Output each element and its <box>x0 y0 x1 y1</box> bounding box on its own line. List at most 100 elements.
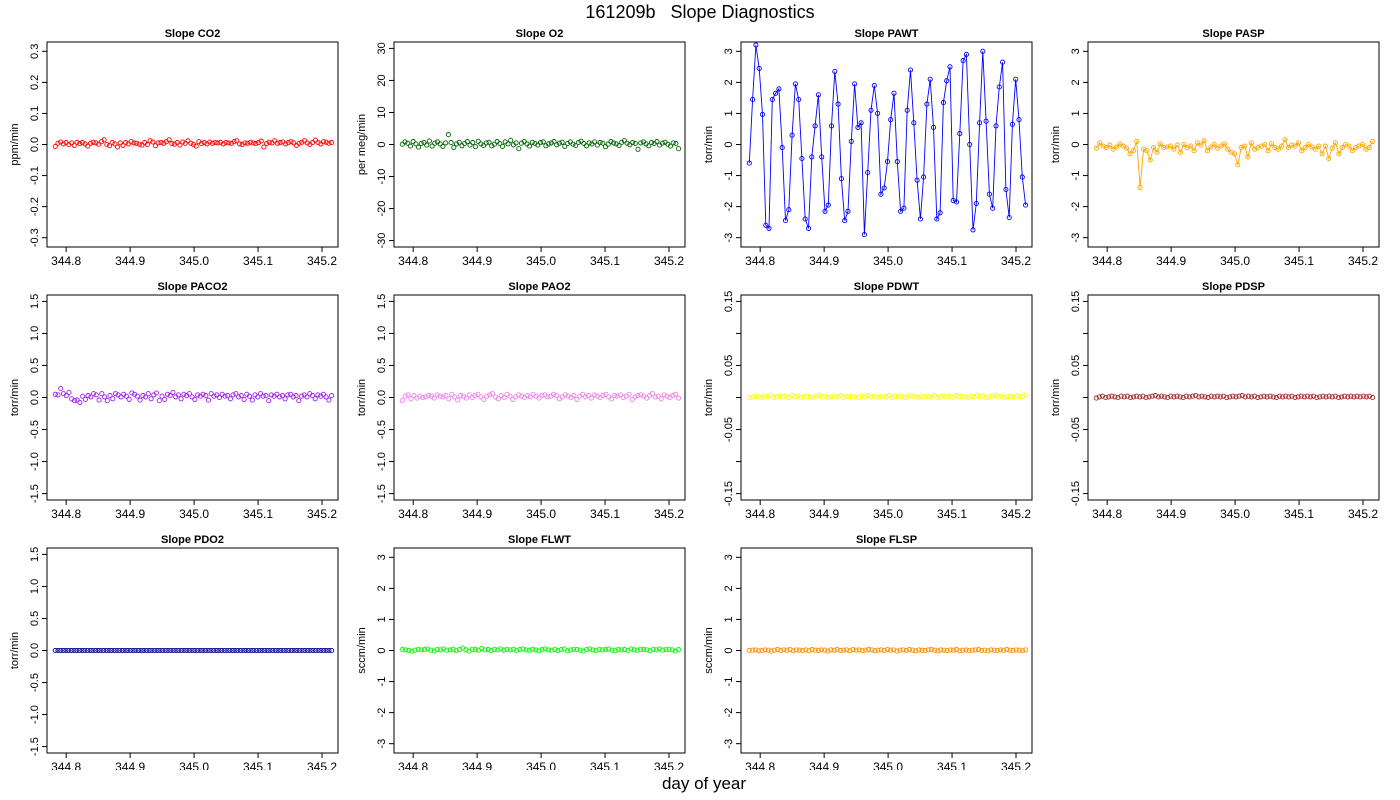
data-point <box>1225 146 1231 152</box>
data-point <box>973 200 979 207</box>
data-point <box>822 647 828 653</box>
data-point <box>472 393 478 399</box>
data-point <box>304 647 311 654</box>
data-point <box>621 138 627 144</box>
plot-frame <box>393 294 686 501</box>
data-point <box>676 395 682 401</box>
data-point <box>457 393 464 399</box>
data-point <box>1131 394 1137 400</box>
data-point <box>156 398 162 404</box>
data-point <box>1311 393 1317 399</box>
data-point <box>296 140 302 146</box>
data-point <box>1013 76 1019 82</box>
data-point <box>907 393 913 399</box>
data-point <box>205 397 212 403</box>
data-point <box>1320 393 1326 399</box>
data-point <box>459 143 465 149</box>
data-point <box>1177 149 1184 155</box>
data-point <box>415 646 421 652</box>
y-tick-label: -0.05 <box>1070 417 1082 442</box>
data-point <box>1193 393 1199 399</box>
data-point <box>556 140 562 146</box>
data-point <box>487 392 493 398</box>
data-point <box>991 647 997 653</box>
data-point <box>812 123 818 129</box>
data-point <box>479 646 485 652</box>
data-point <box>632 140 638 147</box>
data-point <box>1273 394 1279 401</box>
data-point <box>516 392 522 398</box>
data-point <box>93 647 99 654</box>
data-point <box>914 177 920 183</box>
data-point <box>573 142 579 149</box>
data-point <box>133 647 139 654</box>
data-point <box>233 391 239 397</box>
data-point <box>323 139 329 145</box>
data-point <box>1268 141 1275 147</box>
panel-slope-pdo2: Slope PDO2 torr/min -1.5 -1.0 -0.5 0.0 0.5 1.0 1… <box>9 534 339 770</box>
data-point <box>216 647 222 654</box>
data-point <box>253 141 259 147</box>
y-tick-label: 2 <box>723 585 735 591</box>
y-tick-label: 20 <box>376 74 388 86</box>
data-point <box>88 394 94 400</box>
data-point <box>656 646 663 652</box>
data-point <box>184 647 190 654</box>
data-point <box>916 647 922 653</box>
data-point <box>1147 157 1153 163</box>
data-point <box>1286 394 1292 400</box>
data-point <box>1019 648 1026 654</box>
data-point <box>93 140 99 146</box>
data-point <box>1217 394 1224 400</box>
data-point <box>546 141 552 147</box>
y-axis-label: torr/min <box>9 632 21 669</box>
y-tick-label: -1.0 <box>376 452 388 471</box>
panel-slope-pao2: Slope PAO2 torr/min -1.5 -1.0 -0.5 0.0 0.5 1.0 1… <box>356 281 686 521</box>
data-point <box>947 393 953 399</box>
data-point <box>614 393 621 399</box>
data-point <box>288 139 294 145</box>
data-point <box>1285 145 1291 151</box>
data-point <box>214 392 220 398</box>
data-point <box>131 140 137 146</box>
data-point <box>1109 393 1115 399</box>
y-tick-label: -0.3 <box>29 228 41 247</box>
data-point <box>658 396 664 402</box>
x-tick-label: 345.2 <box>1348 507 1378 521</box>
data-point <box>267 647 273 654</box>
data-point <box>1171 394 1177 400</box>
x-tick-label: 344.9 <box>1156 254 1186 268</box>
y-tick-label: 1.5 <box>29 547 41 562</box>
data-point <box>759 111 766 117</box>
data-point <box>96 141 102 147</box>
y-tick-label: -0.5 <box>29 673 41 692</box>
x-tick-label: 345.2 <box>307 507 337 521</box>
y-tick-label: 0.3 <box>29 44 41 59</box>
data-point <box>282 396 288 402</box>
y-tick-label: 0.05 <box>1070 355 1082 376</box>
data-point <box>894 159 900 165</box>
data-point <box>536 648 542 654</box>
data-point <box>193 143 199 149</box>
data-point <box>545 394 551 400</box>
data-point <box>263 393 269 399</box>
data-point <box>120 142 126 148</box>
data-point <box>629 396 635 402</box>
data-point <box>894 648 900 654</box>
data-point <box>472 647 478 653</box>
data-point <box>309 393 316 399</box>
data-point <box>1143 394 1149 401</box>
y-tick-label: -1 <box>723 677 735 687</box>
data-point <box>617 392 623 398</box>
plot-frame <box>740 41 1033 248</box>
data-point <box>539 647 545 653</box>
data-point <box>104 398 110 404</box>
data-point <box>1115 394 1121 401</box>
data-point <box>510 646 517 652</box>
data-point <box>195 392 201 398</box>
data-point <box>68 647 74 654</box>
data-point <box>1332 140 1339 146</box>
panel-slope-pawt: Slope PAWT torr/min -3 -2 -1 0 1 2 3 344.8 344.9 34… <box>703 28 1033 268</box>
data-point <box>825 394 831 401</box>
data-point <box>406 647 412 654</box>
